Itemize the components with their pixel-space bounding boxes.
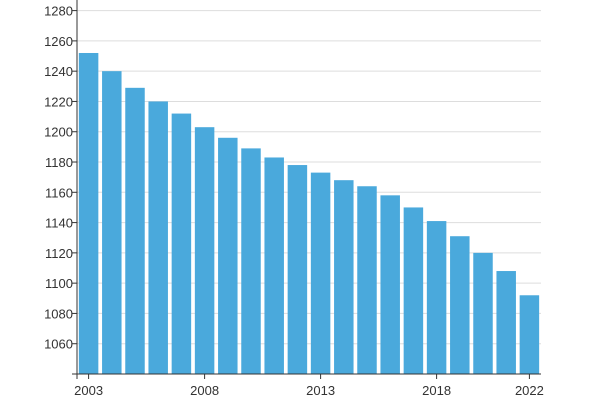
bar-2004 — [102, 71, 122, 375]
bar-2015 — [357, 186, 377, 374]
bar-2012 — [287, 165, 308, 374]
bar-2008 — [194, 127, 215, 375]
bar-2007 — [171, 113, 192, 375]
gridlines — [77, 10, 541, 345]
y-tick-label: 1160 — [45, 185, 73, 200]
y-tick-label: 1240 — [44, 64, 73, 79]
x-tick-label: 2013 — [306, 383, 335, 398]
y-tick-label: 1100 — [45, 276, 73, 291]
x-tick-label: 2018 — [422, 383, 451, 398]
bar-2006 — [148, 101, 168, 374]
y-tick-label: 1280 — [44, 4, 73, 19]
bar-2011 — [264, 157, 284, 374]
bar-2014 — [334, 180, 354, 374]
x-tick-label: 2008 — [190, 383, 219, 398]
bar-2019 — [450, 236, 470, 374]
bars — [78, 52, 540, 375]
y-axis: 1060 1080 1100 1120 1140 1160 1180 1200 1220 1240… — [44, 0, 78, 379]
bar-2003 — [78, 52, 99, 375]
y-tick-label: 1120 — [45, 246, 73, 261]
bar-2005 — [125, 87, 145, 374]
x-tick-label: 2022 — [515, 383, 544, 398]
bar-2022 — [519, 295, 540, 374]
y-tick-label: 1060 — [44, 337, 73, 352]
y-tick-label: 1200 — [44, 125, 73, 140]
bar-2017 — [403, 207, 424, 374]
bar-2010 — [241, 148, 261, 374]
y-tick-label: 1260 — [44, 34, 73, 49]
y-tick-label: 1220 — [44, 94, 73, 109]
y-tick-label: 1140 — [45, 216, 73, 231]
bar-2016 — [380, 195, 400, 374]
x-tick-label: 2003 — [74, 383, 103, 398]
bar-2009 — [218, 137, 238, 374]
bar-2018 — [426, 221, 447, 374]
bar-2013 — [310, 172, 331, 374]
bar-2021 — [496, 271, 516, 374]
x-axis: 2003 2008 2013 2018 2022 — [72, 373, 544, 398]
bar-2020 — [473, 252, 493, 374]
y-tick-label: 1080 — [44, 306, 73, 321]
y-tick-label: 1180 — [45, 155, 73, 170]
